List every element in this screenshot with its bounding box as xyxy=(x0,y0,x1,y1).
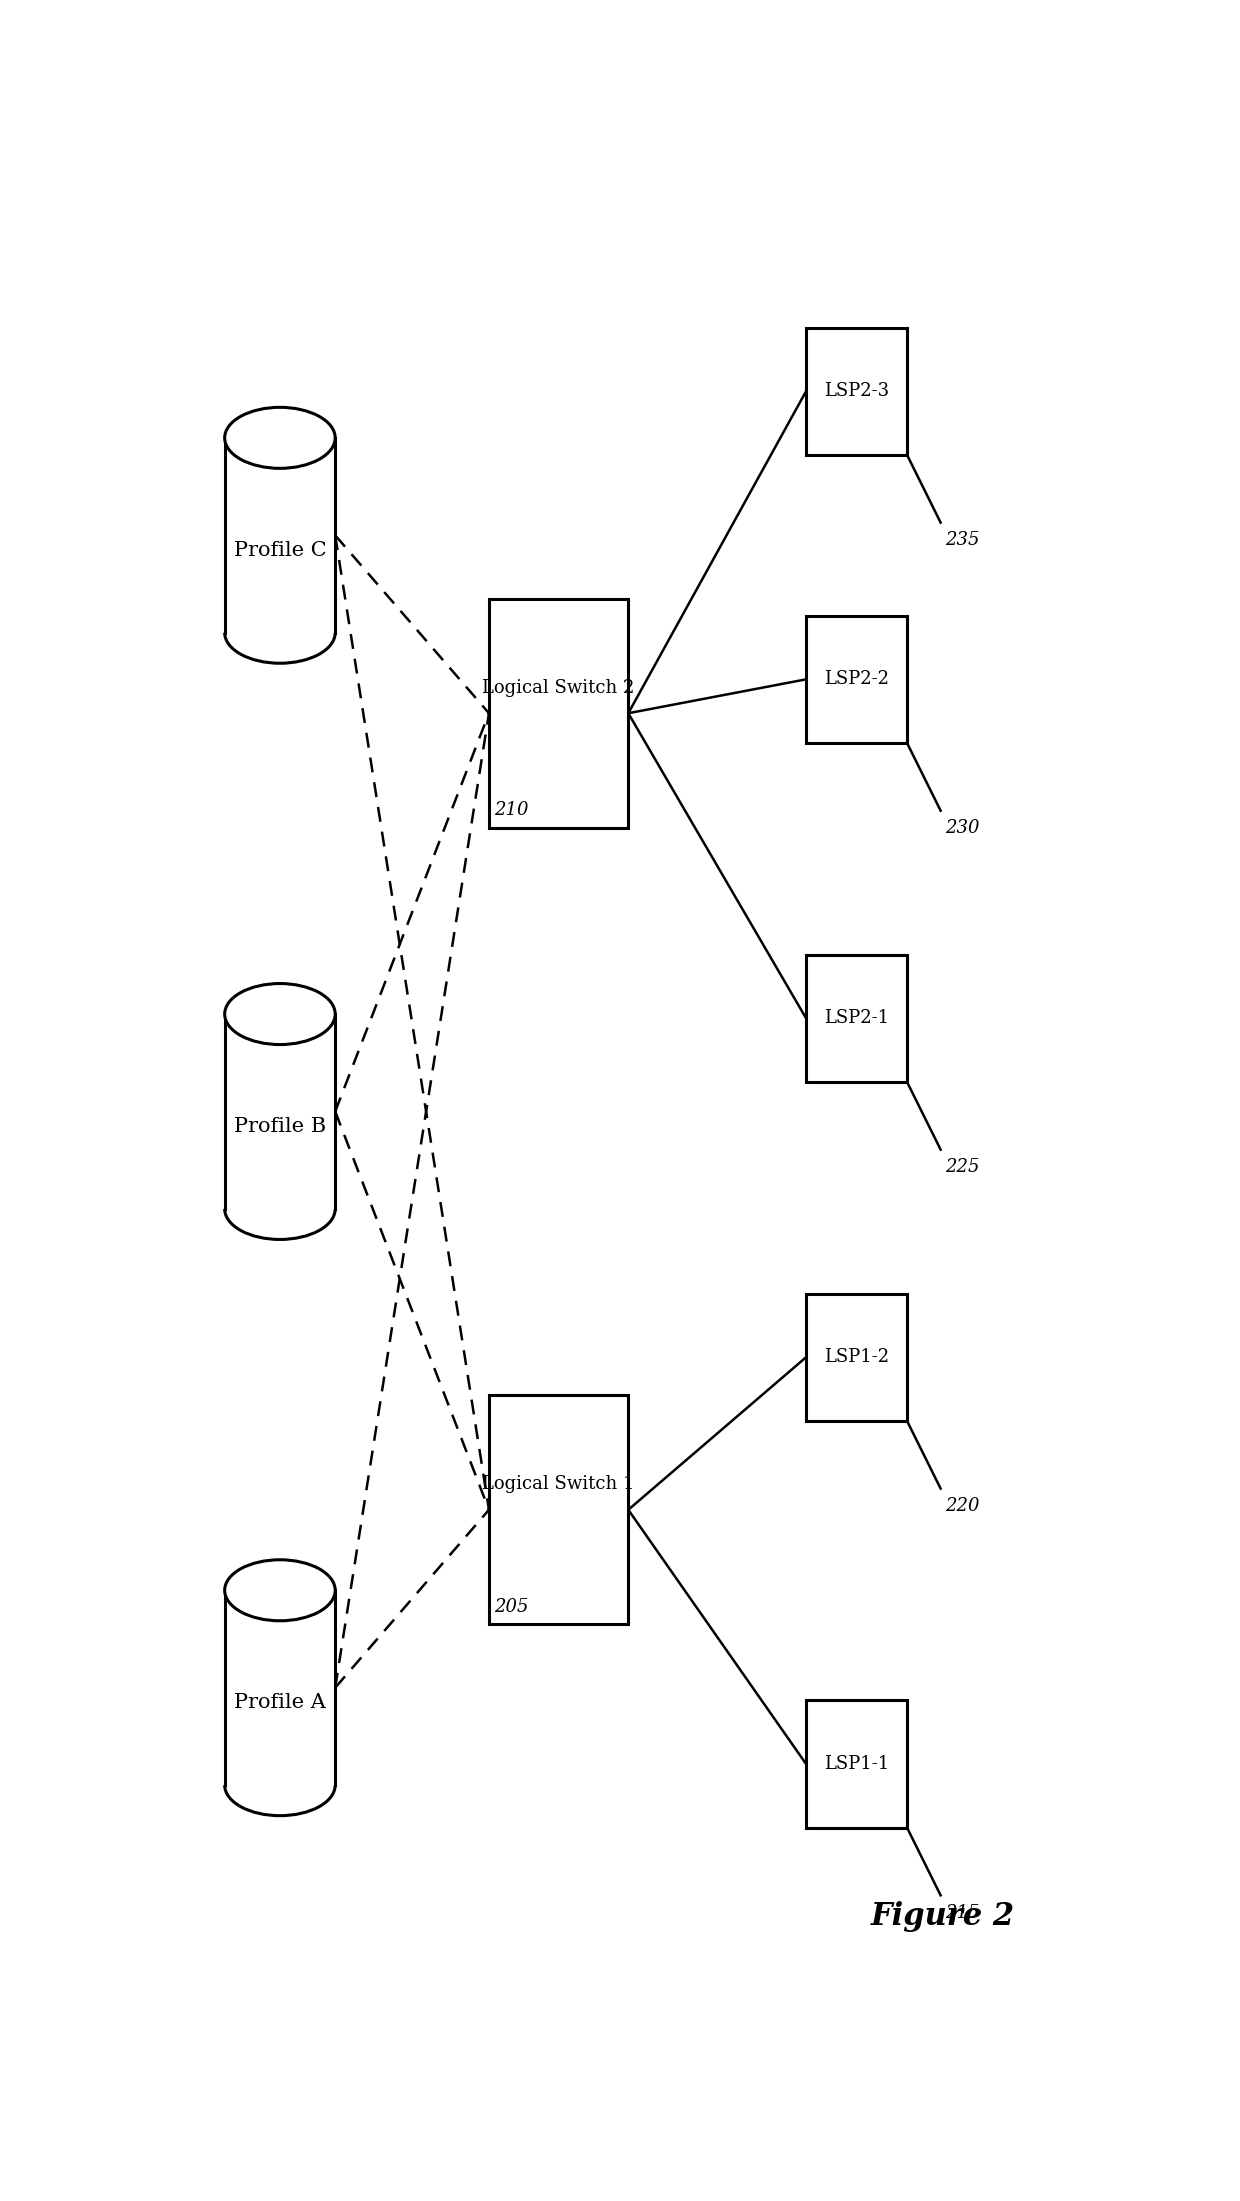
Text: 205: 205 xyxy=(494,1598,528,1616)
Bar xyxy=(806,1294,906,1422)
Bar xyxy=(806,328,906,456)
Bar xyxy=(806,616,906,744)
Text: LSP1-2: LSP1-2 xyxy=(823,1349,889,1367)
Text: 225: 225 xyxy=(945,1158,980,1175)
Text: LSP2-3: LSP2-3 xyxy=(823,383,889,401)
Bar xyxy=(489,599,629,828)
Text: 215: 215 xyxy=(945,1904,980,1921)
Text: Logical Switch 2: Logical Switch 2 xyxy=(482,678,635,698)
Ellipse shape xyxy=(224,407,335,469)
Text: Figure 2: Figure 2 xyxy=(870,1902,1016,1932)
Text: Profile A: Profile A xyxy=(234,1693,326,1712)
Text: Profile B: Profile B xyxy=(234,1118,326,1136)
Text: LSP2-1: LSP2-1 xyxy=(823,1010,889,1028)
Text: LSP2-2: LSP2-2 xyxy=(825,671,889,689)
Bar xyxy=(489,1395,629,1624)
Text: 220: 220 xyxy=(945,1497,980,1514)
Text: 210: 210 xyxy=(494,801,528,819)
Text: 235: 235 xyxy=(945,530,980,548)
Text: Logical Switch 1: Logical Switch 1 xyxy=(482,1475,635,1492)
Text: 230: 230 xyxy=(945,819,980,836)
Bar xyxy=(806,1701,906,1827)
Bar xyxy=(806,955,906,1083)
Ellipse shape xyxy=(224,1561,335,1620)
Text: Profile C: Profile C xyxy=(233,541,326,559)
Ellipse shape xyxy=(224,984,335,1045)
Text: LSP1-1: LSP1-1 xyxy=(823,1754,889,1774)
